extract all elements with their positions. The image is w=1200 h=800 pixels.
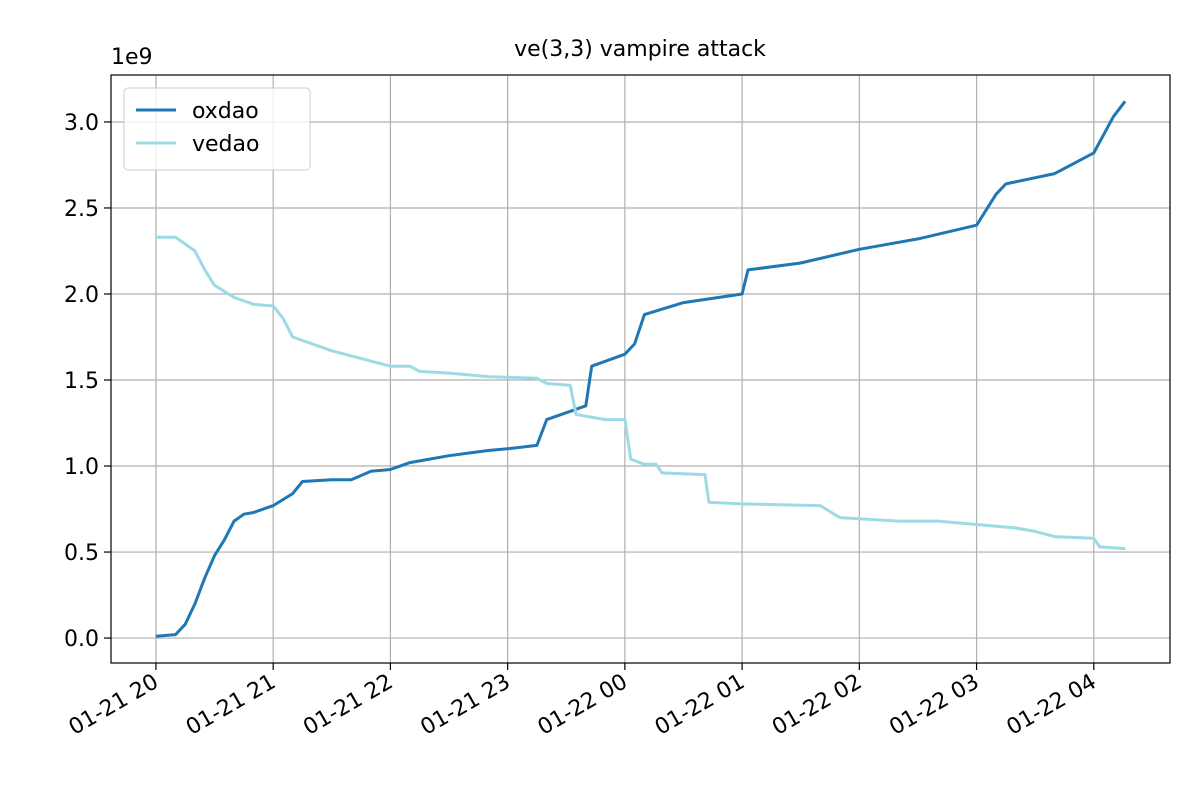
y-offset-label: 1e9 xyxy=(111,45,153,70)
plot-frame xyxy=(110,74,1171,664)
series-line xyxy=(155,100,1127,638)
y-tick-label: 3.0 xyxy=(64,111,99,136)
x-tick-label: 01-21 21 xyxy=(182,669,280,740)
y-tick-label: 2.5 xyxy=(64,197,99,222)
legend-label: oxdao xyxy=(192,99,259,124)
x-tick-label: 01-22 03 xyxy=(885,669,983,740)
legend: oxdao vedao xyxy=(123,87,311,171)
series-line xyxy=(155,235,1126,551)
legend-label: vedao xyxy=(192,132,259,157)
x-tick-label: 01-22 01 xyxy=(651,669,749,740)
x-tick-label: 01-21 22 xyxy=(299,669,397,740)
y-tick-label: 1.5 xyxy=(64,369,99,394)
y-tick-label: 2.0 xyxy=(64,283,99,308)
x-tick-label: 01-22 00 xyxy=(534,669,632,740)
x-tick-label: 01-21 23 xyxy=(416,669,514,740)
y-tick-label: 0.0 xyxy=(64,627,99,652)
y-tick-label: 0.5 xyxy=(64,541,99,566)
x-tick-label: 01-21 20 xyxy=(65,669,163,740)
x-tick-label: 01-22 02 xyxy=(768,669,866,740)
chart-title: ve(3,3) vampire attack xyxy=(514,37,766,62)
x-tick-label: 01-22 04 xyxy=(1003,669,1101,740)
y-tick-label: 1.0 xyxy=(64,455,99,480)
